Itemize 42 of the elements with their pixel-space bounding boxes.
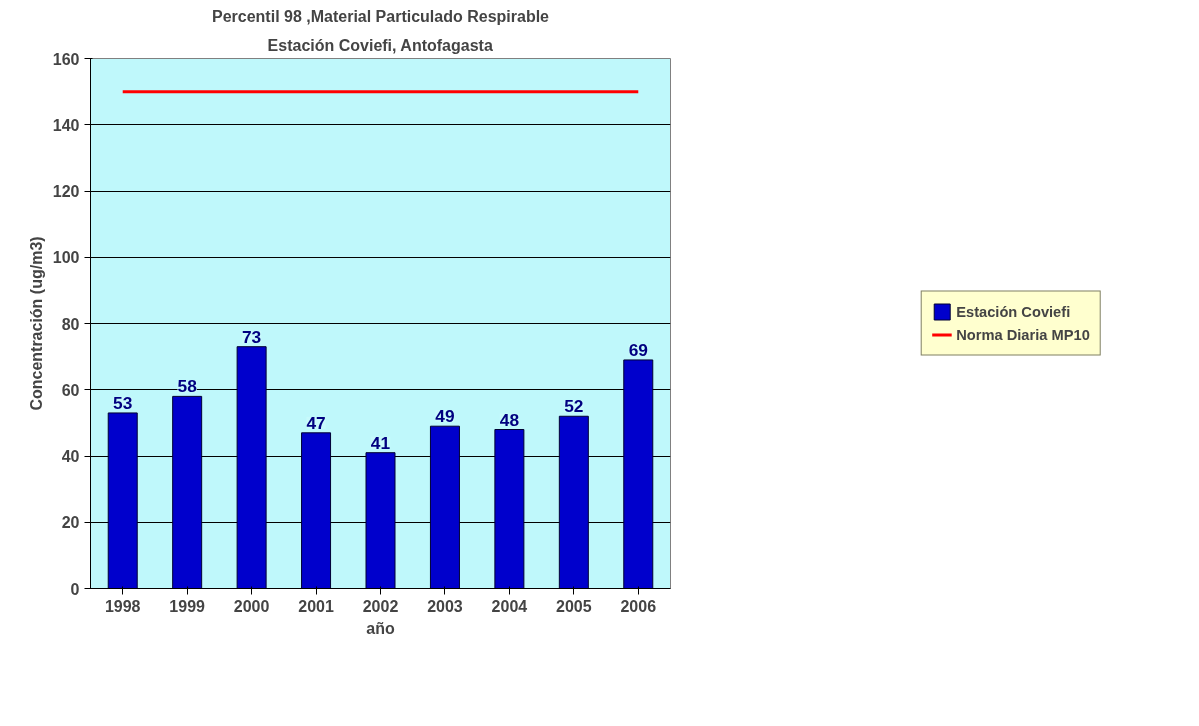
x-tick-label: 2004 [491, 597, 528, 615]
data-label: 53 [113, 392, 133, 413]
data-label: 41 [370, 432, 391, 453]
y-tick-label: 80 [61, 315, 80, 333]
legend-label: Norma Diaria MP10 [956, 326, 1090, 343]
x-tick-label: 2002 [362, 597, 399, 615]
x-tick-label: 2001 [298, 597, 334, 615]
x-tick-label: 2003 [427, 597, 463, 615]
bar [365, 452, 396, 589]
x-tick-label: 2006 [620, 597, 657, 615]
data-label: 52 [564, 396, 584, 417]
data-label: 49 [435, 406, 455, 427]
y-tick-label: 100 [52, 249, 80, 267]
data-label: 47 [306, 412, 326, 433]
y-tick-label: 160 [52, 50, 80, 68]
data-label: 73 [241, 326, 262, 347]
data-label: 69 [628, 339, 648, 360]
chart-title: Percentil 98 ,Material Particulado Respirable [211, 7, 550, 25]
chart-subtitle: Estación Coviefi, Antofagasta [267, 36, 493, 54]
bar [623, 359, 654, 589]
data-label: 48 [499, 409, 520, 430]
y-tick-label: 140 [52, 116, 80, 134]
y-tick-label: 40 [61, 448, 80, 465]
y-tick-label: 0 [70, 580, 80, 598]
legend-label: Estación Coviefi [956, 303, 1071, 320]
bar [429, 425, 460, 589]
bar [172, 395, 203, 589]
bar [107, 412, 138, 589]
y-tick-label: 120 [52, 183, 80, 200]
y-tick-label: 20 [61, 514, 80, 532]
y-axis-title: Concentración (ug/m3) [27, 236, 45, 411]
x-tick-label: 1999 [169, 597, 206, 615]
x-tick-label: 1998 [104, 597, 141, 615]
x-axis-title: año [366, 619, 395, 637]
x-tick-label: 2005 [556, 597, 592, 615]
bar [558, 415, 589, 589]
data-label: 58 [177, 376, 198, 397]
y-tick-label: 60 [61, 381, 80, 399]
bar [494, 429, 525, 589]
bar [301, 432, 332, 589]
bar [236, 346, 267, 589]
x-tick-label: 2000 [233, 597, 270, 615]
